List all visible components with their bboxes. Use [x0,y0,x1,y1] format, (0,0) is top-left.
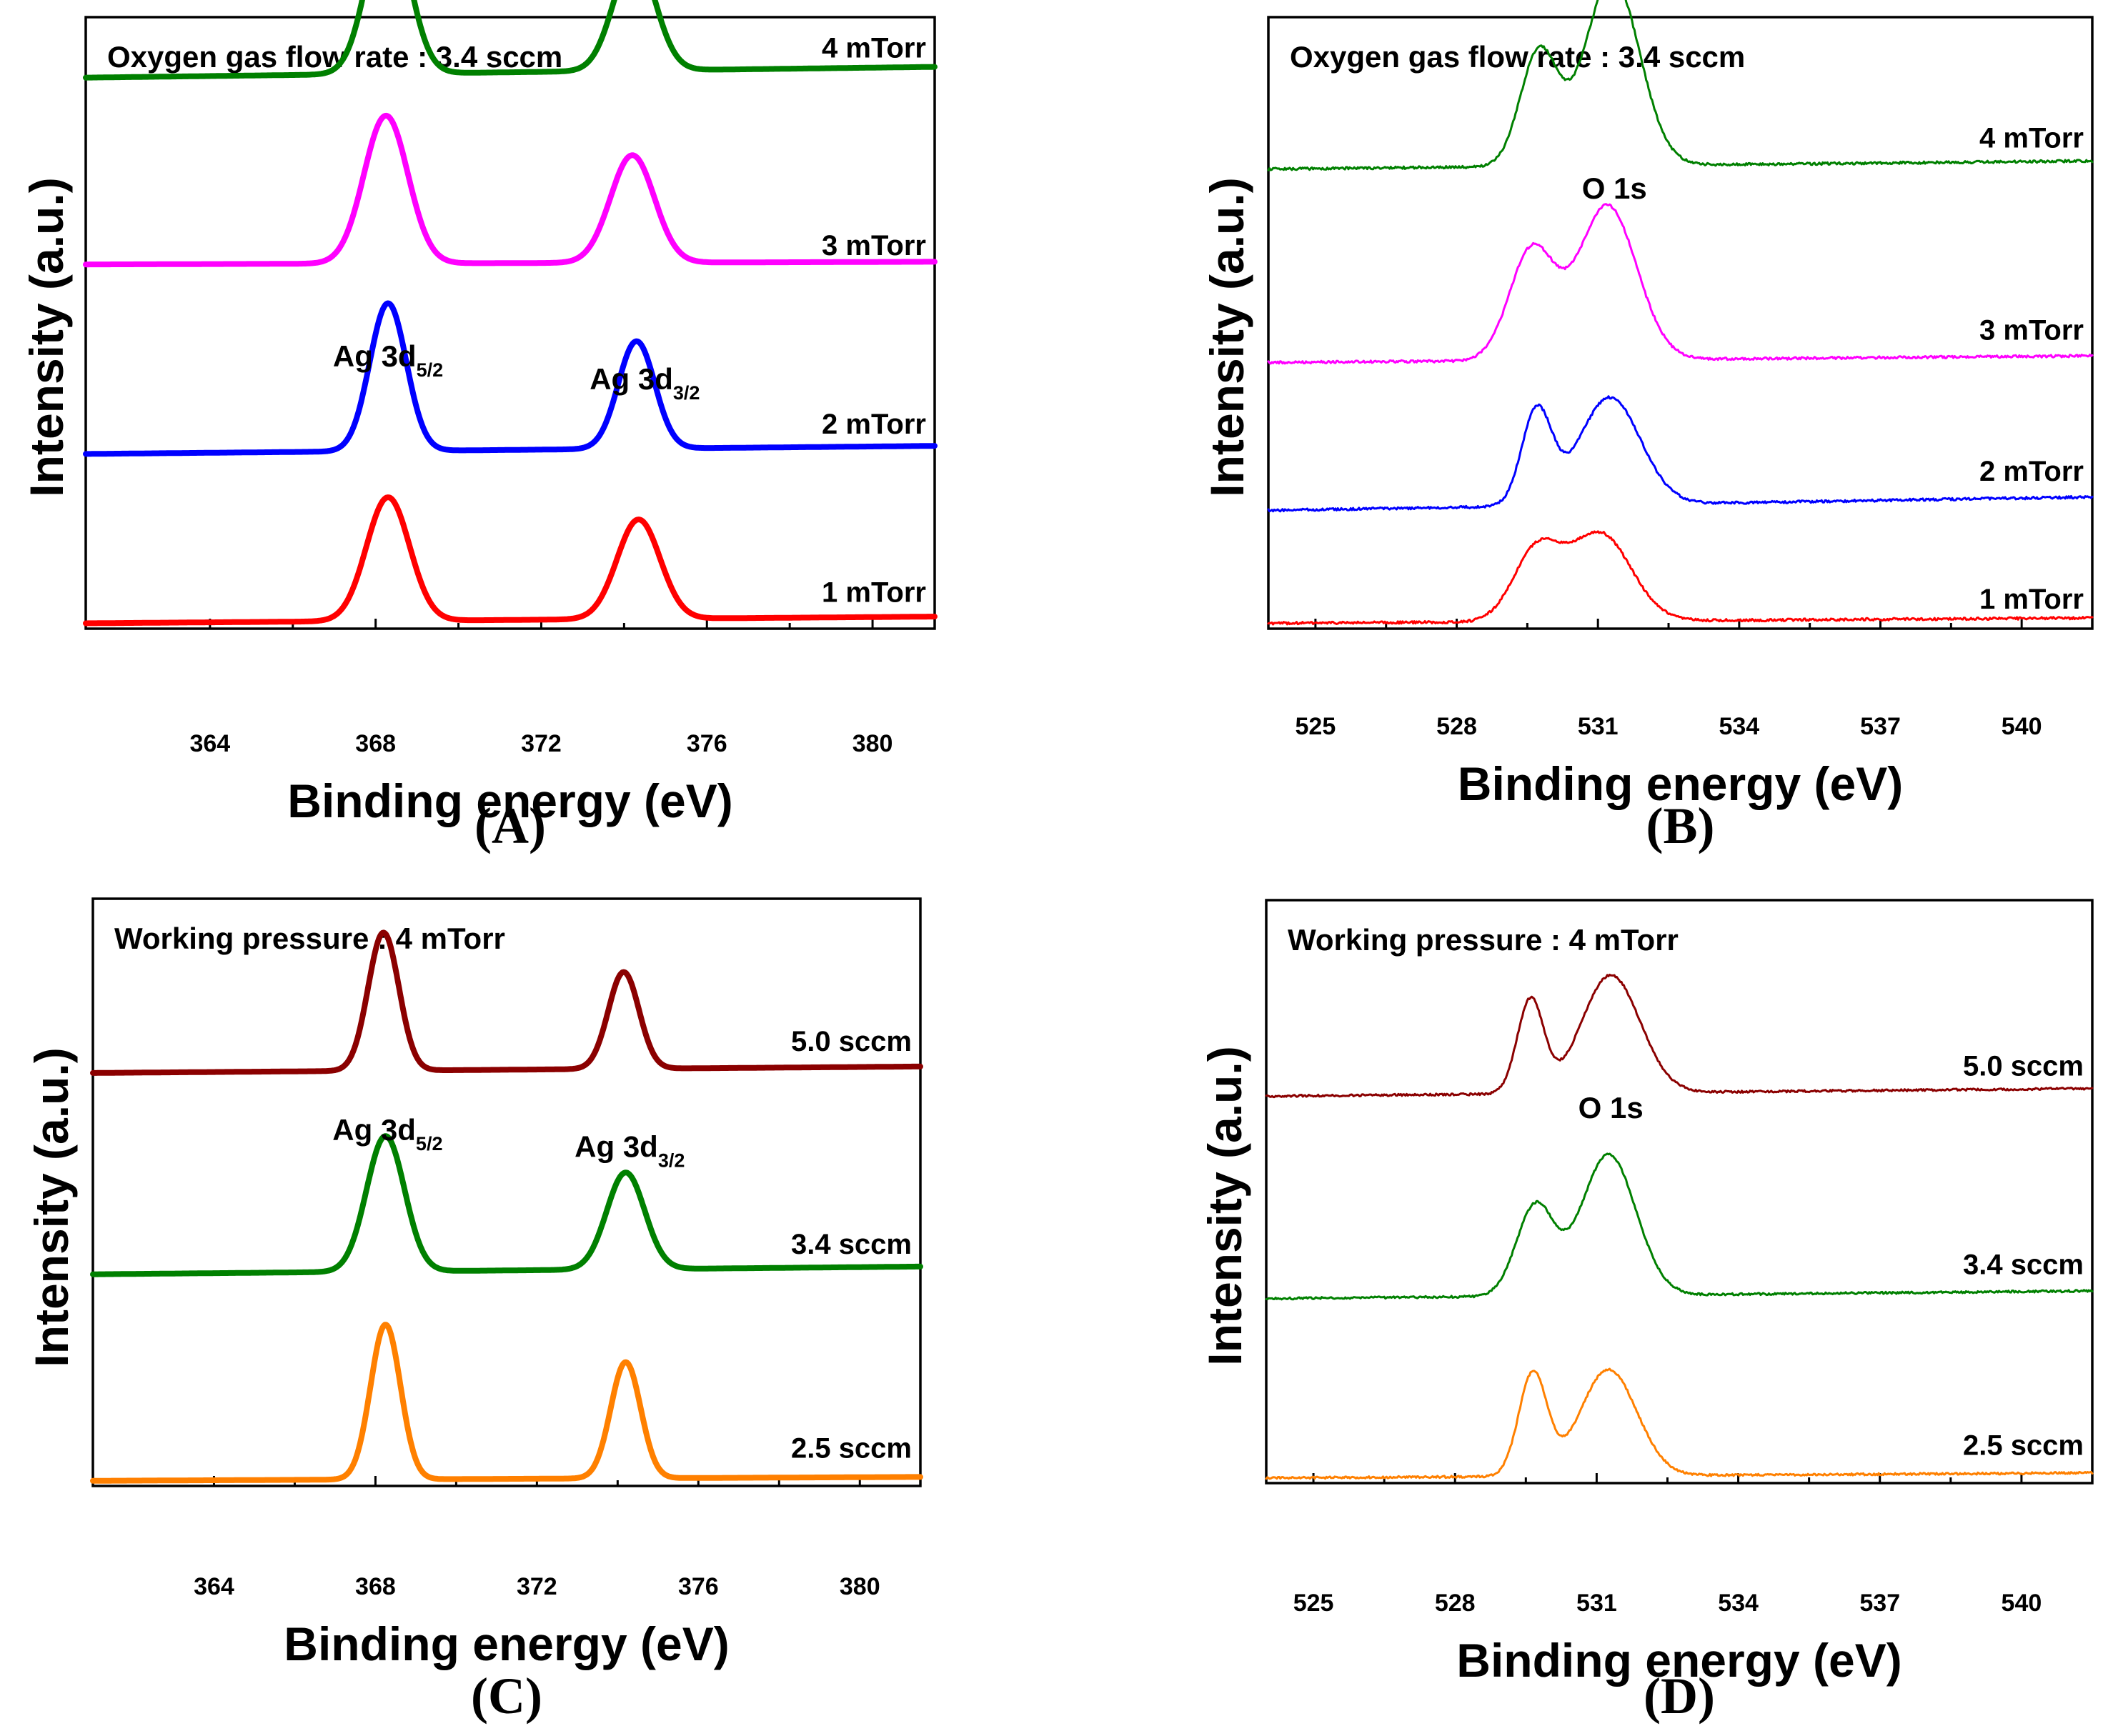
peak-annotation-subscript: 3/2 [658,1149,685,1171]
x-tick-label: 531 [1578,713,1619,740]
series-line-5-0-sccm [90,929,923,1076]
plot-frame [1267,16,2094,630]
y-axis-title: Intensity (a.u.) [25,1047,78,1367]
x-tick-label: 376 [687,730,727,757]
series-line-2-5-sccm [90,1322,923,1484]
series-line-2-5-sccm [1265,1367,2094,1480]
y-axis-title: Intensity (a.u.) [1200,177,1253,497]
series-label: 2 mTorr [822,409,926,440]
series-line-3-4-sccm [1265,1152,2094,1301]
x-tick-label: 380 [840,1573,880,1600]
series-label: 2.5 sccm [791,1432,912,1464]
inset-title: Working pressure : 4 mTorr [114,922,505,955]
series-label: 1 mTorr [1979,584,2084,615]
x-tick-label: 368 [355,730,396,757]
series-label: 2.5 sccm [1963,1430,2084,1462]
inset-title: Working pressure : 4 mTorr [1288,923,1679,957]
series-label: 5.0 sccm [1963,1051,2084,1082]
series-label: 3 mTorr [822,230,926,261]
y-axis-title: Intensity (a.u.) [1198,1046,1251,1365]
x-tick-label: 364 [194,1573,234,1600]
peak-annotation: O 1s [1582,171,1647,205]
plot-frame [1265,899,2094,1485]
peak-annotation: Ag 3d5/2 [332,1113,442,1154]
x-tick-label: 368 [355,1573,396,1600]
series-line-3-4-sccm [90,1133,923,1277]
series-label: 4 mTorr [822,32,926,64]
peak-annotation-subscript: 5/2 [416,1133,443,1154]
x-tick-label: 537 [1860,713,1901,740]
series-label: 2 mTorr [1979,456,2084,487]
x-tick-label: 540 [2002,1590,2042,1617]
panel-a: 364 368 372 376 380 Binding energy (eV) Intens… [20,0,938,854]
inset-title: Oxygen gas flow rate : 3.4 sccm [1290,40,1745,74]
series-label: 3.4 sccm [791,1229,912,1260]
panel-d: 525 528 531 534 537 540 Binding energy (eV) Int… [1198,899,2094,1725]
peak-annotation: Ag 3d5/2 [333,339,443,381]
series-line-4-mtorr [83,0,938,81]
series-label: 5.0 sccm [791,1026,912,1057]
x-tick-label: 525 [1296,713,1336,740]
panel-label: (A) [474,797,546,854]
series-line-5-0-sccm [1265,973,2094,1099]
x-tick-label: 534 [1719,713,1759,740]
series-label: 3.4 sccm [1963,1249,2084,1281]
plot-frame [91,897,922,1487]
panel-b: 525 528 531 534 537 540 Binding energy (eV) Int… [1200,0,2094,854]
x-tick-label: 528 [1436,713,1477,740]
x-tick-label: 380 [852,730,893,757]
plot-frame [84,16,936,630]
x-tick-label: 528 [1435,1590,1476,1617]
series-label: 3 mTorr [1979,315,2084,346]
peak-annotation: O 1s [1578,1091,1644,1124]
series-line-1-mtorr [83,494,938,627]
series-line-2-mtorr [83,300,938,457]
x-axis-title: Binding energy (eV) [1456,1634,1901,1687]
series-line-3-mtorr [83,112,938,268]
x-tick-label: 531 [1576,1590,1617,1617]
x-axis-title: Binding energy (eV) [284,1617,729,1670]
series-label: 1 mTorr [822,577,926,608]
peak-annotation: Ag 3d3/2 [590,362,700,404]
x-axis-title: Binding energy (eV) [287,774,732,827]
x-tick-label: 525 [1293,1590,1334,1617]
peak-annotation-subscript: 3/2 [673,382,700,404]
peak-annotation-subscript: 5/2 [417,359,444,381]
x-tick-label: 376 [678,1573,719,1600]
panel-label: (D) [1644,1667,1715,1725]
x-tick-label: 537 [1859,1590,1900,1617]
series-line-3-mtorr [1267,203,2094,365]
panel-c: 364 368 372 376 380 Binding energy (eV) Intens… [25,897,923,1725]
peak-annotation: Ag 3d3/2 [575,1129,685,1171]
x-tick-label: 372 [521,730,562,757]
x-tick-label: 534 [1718,1590,1759,1617]
series-label: 4 mTorr [1979,122,2084,154]
x-tick-label: 364 [189,730,230,757]
series-line-1-mtorr [1267,530,2094,626]
x-axis-title: Binding energy (eV) [1458,757,1903,810]
y-axis-title: Intensity (a.u.) [20,177,73,497]
series-line-2-mtorr [1267,395,2094,513]
x-tick-label: 540 [2002,713,2042,740]
panel-label: (B) [1646,797,1715,854]
series-line-4-mtorr [1267,0,2094,171]
panel-label: (C) [471,1667,542,1725]
x-tick-label: 372 [517,1573,557,1600]
